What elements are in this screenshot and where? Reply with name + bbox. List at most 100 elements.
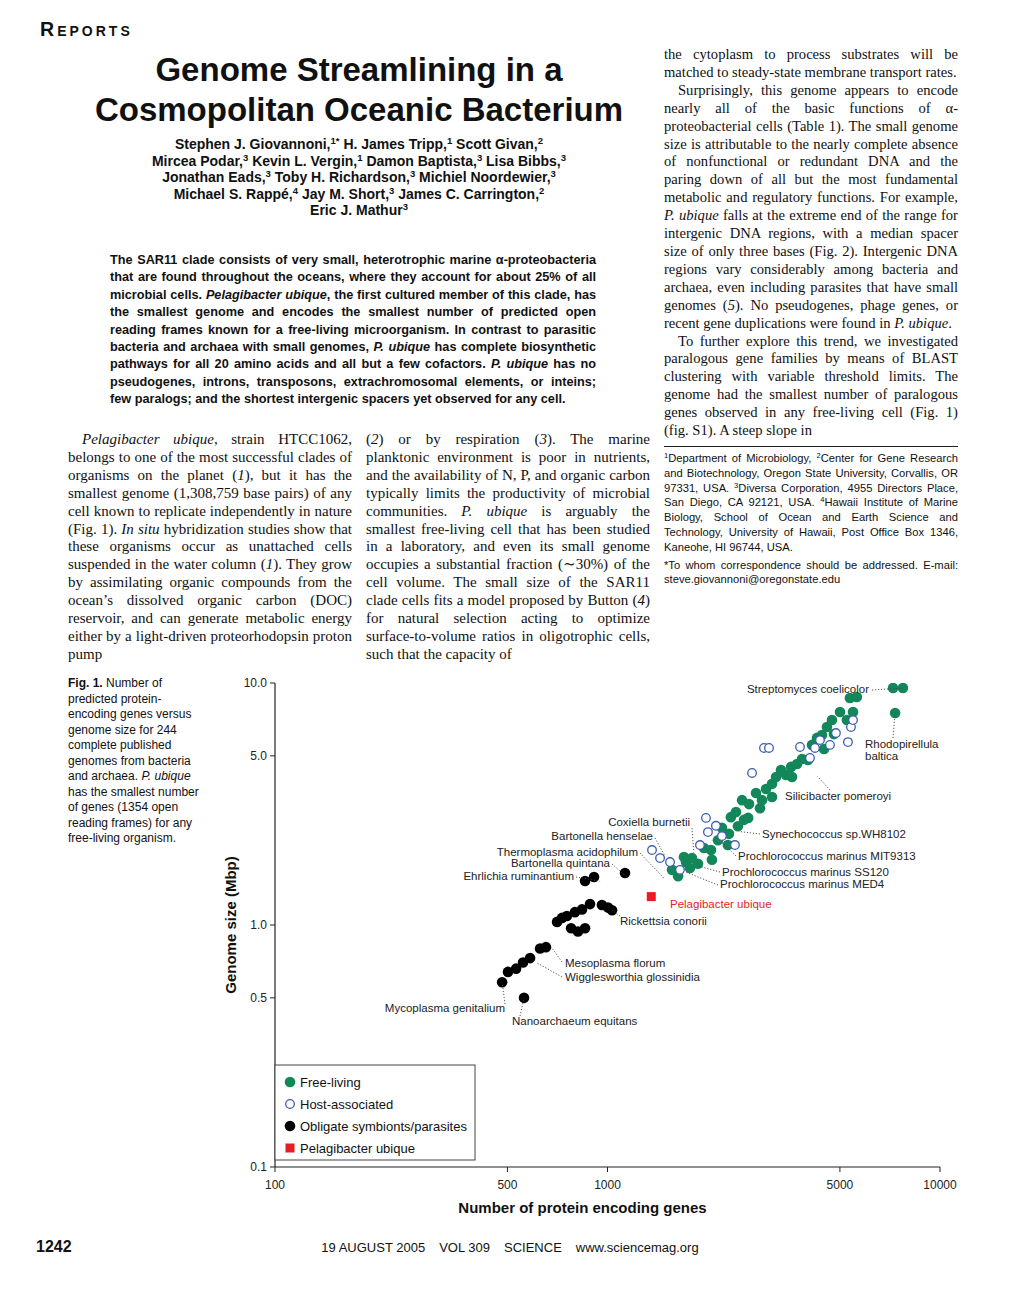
- legend-label: Obligate symbionts/parasites: [300, 1119, 467, 1134]
- italic-run: P. ubique: [461, 503, 527, 519]
- author-name: Eric J. Mathur: [310, 202, 403, 218]
- data-point: [827, 715, 838, 726]
- author-name: Mircea Podar,: [152, 153, 243, 169]
- author-affiliation: 3: [403, 201, 408, 212]
- annotation-leader: [520, 998, 524, 1016]
- data-point: [580, 923, 591, 934]
- annotation: Wigglesworthia glossinidia: [565, 971, 700, 983]
- annotation: Ehrlichia ruminantium: [463, 870, 574, 882]
- italic-run: 2: [371, 431, 379, 447]
- annotation-leader: [818, 776, 830, 790]
- annotation: Mesoplasma florum: [565, 957, 665, 969]
- bold-run: Fig. 1.: [68, 676, 103, 690]
- author-affiliation: 3: [410, 168, 415, 179]
- author-name: Michael S. Rappé,: [174, 186, 293, 202]
- annotation-leader: [502, 982, 505, 1004]
- text-run: *To whom correspondence should be addres…: [664, 559, 958, 586]
- annotation: Prochlorococcus marinus MIT9313: [738, 850, 916, 862]
- body-column: (2) or by respiration (3). The marine pl…: [366, 431, 650, 664]
- data-point: [796, 743, 805, 752]
- italic-run: P. ubique: [664, 207, 719, 223]
- data-point: [525, 953, 536, 964]
- author-affiliation: 3: [551, 168, 556, 179]
- annotation-leader: [640, 853, 664, 878]
- data-point: [835, 707, 846, 718]
- y-tick: [270, 683, 275, 684]
- x-axis-title: Number of protein encoding genes: [458, 1199, 706, 1216]
- affiliations: 1Department of Microbiology, 2Center for…: [664, 451, 958, 587]
- data-point: [679, 852, 690, 863]
- italic-run: In situ: [121, 521, 159, 537]
- data-point: [685, 863, 696, 874]
- text-run: .: [948, 315, 952, 331]
- data-point: [718, 832, 727, 841]
- annotation-leader: [721, 842, 736, 856]
- section-name: REPORTS: [40, 23, 133, 39]
- text-run: ) or by respiration (: [379, 431, 540, 447]
- data-point: [826, 741, 835, 750]
- paragraph: Surprisingly, this genome appears to enc…: [664, 82, 958, 333]
- author-line: Jonathan Eads,3 Toby H. Richardson,3 Mic…: [68, 169, 650, 186]
- x-tick-label: 10000: [923, 1178, 957, 1192]
- y-tick: [270, 925, 275, 926]
- data-point: [541, 942, 552, 953]
- author-line: Michael S. Rappé,4 Jay M. Short,3 James …: [68, 186, 650, 203]
- x-tick: [507, 1167, 508, 1172]
- annotation-leader: [685, 872, 718, 885]
- data-point: [647, 892, 656, 901]
- title: Genome Streamlining in aCosmopolitan Oce…: [68, 50, 650, 130]
- author-name: Stephen J. Giovannoni,: [175, 136, 331, 152]
- author-affiliation: 3: [389, 185, 394, 196]
- text-run: the cytoplasm to process substrates will…: [664, 46, 958, 80]
- annotation: Streptomyces coelicolor: [747, 683, 869, 695]
- y-tick-label: 5.0: [250, 749, 267, 763]
- data-point: [707, 854, 718, 865]
- author-affiliation: 1: [357, 152, 362, 163]
- data-point: [712, 821, 721, 830]
- data-point: [666, 858, 675, 867]
- annotation: Bartonella henselae: [551, 830, 653, 842]
- section-header: REPORTS: [40, 18, 133, 41]
- paragraph: To further explore this trend, we invest…: [664, 333, 958, 440]
- data-point: [696, 841, 705, 850]
- data-point: [755, 803, 766, 814]
- annotation-leader: [741, 832, 760, 834]
- annotation: Prochlorococcus marinus SS120: [722, 866, 889, 878]
- data-point: [803, 755, 814, 766]
- annotation: Silicibacter pomeroyi: [785, 790, 891, 802]
- data-point: [767, 792, 778, 803]
- data-point: [731, 841, 740, 850]
- data-point: [816, 736, 825, 745]
- annotation: Synechococcus sp.WH8102: [762, 828, 906, 840]
- x-tick-label: 500: [497, 1178, 517, 1192]
- author-affiliation: 2: [538, 135, 543, 146]
- y-tick-label: 1.0: [250, 918, 267, 932]
- title-line: Genome Streamlining in a: [68, 50, 650, 90]
- author-name: Scott Givan,: [456, 136, 538, 152]
- superscript: 2: [816, 451, 820, 460]
- author-line: Eric J. Mathur3: [68, 202, 650, 219]
- data-point: [706, 845, 717, 856]
- superscript: 4: [820, 496, 824, 505]
- x-tick-label: 1000: [594, 1178, 621, 1192]
- y-tick: [270, 1167, 275, 1168]
- paragraph: (2) or by respiration (3). The marine pl…: [366, 431, 650, 664]
- data-point: [743, 813, 754, 824]
- data-point: [765, 744, 774, 753]
- correspondence: *To whom correspondence should be addres…: [664, 558, 958, 588]
- italic-run: P. ubique: [141, 769, 190, 783]
- data-point: [620, 868, 631, 879]
- data-point: [787, 772, 798, 783]
- body-column: the cytoplasm to process substrates will…: [664, 46, 958, 440]
- annotation-leader: [655, 838, 665, 856]
- author-affiliation: 2: [539, 185, 544, 196]
- x-tick: [275, 1167, 276, 1172]
- legend-marker: [285, 1077, 296, 1088]
- data-point: [731, 807, 742, 818]
- annotation: Rickettsia conorii: [620, 915, 707, 927]
- text-run: To further explore this trend, we invest…: [664, 333, 958, 439]
- legend-label: Free-living: [300, 1075, 361, 1090]
- annotation: Pelagibacter ubique: [670, 898, 772, 910]
- author-affiliation: 1*: [331, 135, 340, 146]
- annotation-leader: [699, 866, 720, 872]
